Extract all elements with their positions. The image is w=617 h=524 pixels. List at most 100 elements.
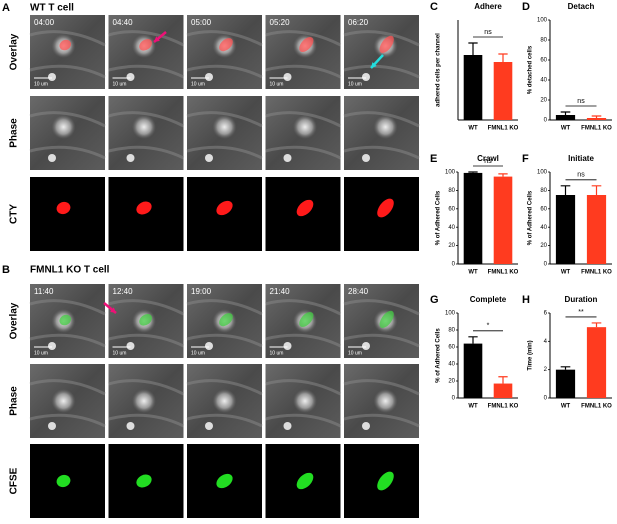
small-cell (362, 154, 370, 162)
error-bar (591, 185, 602, 195)
panel-letter: D (522, 1, 530, 13)
chart-title: Adhere (474, 2, 502, 11)
overlay-signal (299, 312, 314, 327)
panel-letter: B (2, 264, 10, 276)
x-tick-label: WT (561, 126, 571, 132)
x-tick-label: FMNL1 KO (581, 126, 612, 132)
y-tick-label: 100 (445, 170, 456, 176)
small-cell (362, 422, 370, 430)
cell (293, 389, 317, 413)
timestamp: 06:20 (348, 18, 369, 27)
x-tick-label: FMNL1 KO (488, 270, 519, 276)
overlay-signal (139, 39, 152, 51)
y-tick-label: 20 (540, 243, 547, 249)
chart-title: Duration (565, 295, 598, 304)
fluorescent-cell (216, 473, 233, 489)
x-tick-label: WT (468, 126, 478, 132)
row-label: Phase (9, 118, 20, 148)
small-cell (48, 154, 56, 162)
timestamp: 28:40 (348, 287, 369, 296)
cell (51, 389, 76, 413)
error-bar (498, 173, 508, 177)
y-tick-label: 4 (544, 339, 548, 345)
arrow-head (110, 307, 116, 313)
fluorescent-cell (136, 201, 152, 215)
timestamp: 21:40 (270, 287, 291, 296)
cell (212, 389, 237, 413)
texture (265, 299, 342, 348)
scale-bar-label: 10 um (270, 81, 284, 87)
texture (343, 111, 420, 160)
small-cell (362, 73, 370, 81)
panel-letter: G (430, 294, 439, 306)
y-tick-label: 60 (448, 206, 455, 212)
y-tick-label: 20 (448, 379, 455, 385)
panel-letter: H (522, 294, 530, 306)
y-tick-label: 0 (452, 262, 456, 268)
bar (586, 118, 607, 120)
scale-bar-label: 10 um (270, 350, 284, 356)
y-tick-label: 40 (540, 78, 547, 84)
small-cell (362, 342, 370, 350)
fluorescence-image (30, 177, 105, 251)
y-tick-label: 0 (452, 396, 456, 402)
scale-bar-label: 10 um (113, 81, 127, 87)
texture (265, 111, 342, 160)
y-tick-label: 20 (448, 243, 455, 249)
y-tick-label: 40 (448, 225, 455, 231)
cell (132, 115, 156, 139)
fluorescent-cell (377, 198, 394, 218)
row-label: CTY (9, 204, 20, 224)
cell (132, 389, 156, 413)
significance-label: ns (577, 98, 585, 105)
y-axis-label: % of Adhered Cells (528, 190, 534, 245)
texture (29, 299, 106, 348)
error-bar (591, 115, 602, 118)
fluorescent-cell (56, 201, 71, 215)
overlay-signal (219, 313, 233, 327)
bar (463, 55, 483, 120)
texture (186, 299, 263, 348)
fluorescence-image (108, 177, 184, 251)
y-tick-label: 80 (448, 188, 455, 194)
error-bar (560, 366, 571, 370)
texture (186, 379, 263, 428)
small-cell (205, 422, 213, 430)
x-tick-label: FMNL1 KO (488, 404, 519, 410)
texture (343, 299, 420, 348)
cell (373, 115, 398, 139)
y-tick-label: 100 (445, 311, 456, 317)
scale-bar-label: 10 um (113, 350, 127, 356)
y-tick-label: 2 (544, 367, 548, 373)
texture (186, 111, 263, 160)
significance-label: ns (577, 172, 585, 179)
bar (493, 62, 513, 120)
bar (555, 195, 576, 264)
texture (108, 379, 185, 428)
y-axis-label: % detached cells (528, 45, 534, 94)
scale-bar-label: 10 um (34, 350, 48, 356)
small-cell (283, 73, 292, 81)
cell (293, 115, 317, 139)
overlay-signal (299, 37, 314, 52)
chart-title: Detach (568, 2, 595, 11)
significance-label: ** (578, 309, 584, 316)
bar (555, 115, 576, 120)
y-tick-label: 80 (448, 328, 455, 334)
small-cell (126, 342, 135, 350)
error-bar (498, 376, 508, 384)
fluorescent-cell (296, 472, 314, 490)
bar (586, 327, 607, 398)
chart-title: Initiate (568, 154, 594, 163)
y-tick-label: 20 (540, 98, 547, 104)
timestamp: 05:20 (270, 18, 291, 27)
y-tick-label: 0 (544, 262, 548, 268)
x-tick-label: FMNL1 KO (581, 270, 612, 276)
x-tick-label: WT (468, 404, 478, 410)
y-tick-label: 100 (537, 18, 548, 24)
bar (586, 195, 607, 264)
arrow-head (371, 62, 377, 68)
panel-letter: E (430, 153, 437, 165)
timestamp: 12:40 (113, 287, 134, 296)
